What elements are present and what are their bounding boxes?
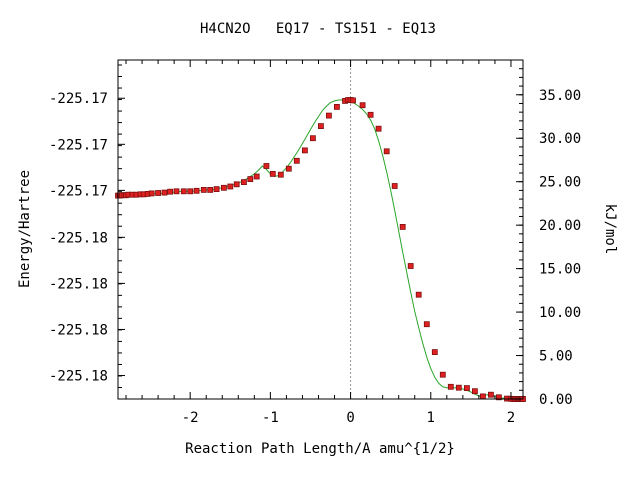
- plot-frame: [117, 59, 524, 400]
- y-axis-right-label: kJ/mol: [602, 204, 618, 255]
- data-point: [471, 388, 478, 395]
- data-point: [148, 190, 155, 197]
- data-point: [207, 186, 214, 193]
- x-tick-label: 0: [346, 410, 354, 426]
- data-point: [317, 123, 324, 129]
- data-point: [423, 321, 430, 328]
- y-left-tick-label: -225.17: [49, 137, 108, 153]
- y-left-tick-label: -225.17: [49, 91, 108, 107]
- data-point: [187, 188, 194, 195]
- data-point: [367, 111, 374, 118]
- x-tick-label: 2: [507, 410, 515, 426]
- energy-curve: [118, 99, 523, 400]
- y-left-tick-label: -225.18: [49, 322, 108, 338]
- data-point: [193, 187, 200, 194]
- data-point: [253, 173, 260, 180]
- data-point: [161, 189, 168, 196]
- data-point: [431, 349, 438, 356]
- y-right-tick-label: 10.00: [539, 305, 581, 321]
- data-point: [233, 181, 240, 188]
- data-point: [455, 384, 462, 391]
- axes: -2 -1 0 1 2 -225.17 -225.17 -225.17 -225.18 -225.…: [49, 59, 581, 426]
- y-right-tick-label: 5.00: [539, 349, 573, 365]
- y-left-tick-label: -225.17: [49, 183, 108, 199]
- y-axis-left-label: Energy/Hartree: [17, 170, 33, 288]
- data-point: [213, 186, 220, 193]
- data-point: [269, 170, 276, 177]
- y-right-tick-label: 25.00: [539, 175, 581, 191]
- plot-area: [115, 60, 526, 402]
- y-right-tick-label: 35.00: [539, 88, 581, 104]
- data-point: [155, 190, 162, 196]
- data-point: [293, 157, 300, 164]
- y-right-tick-label: 30.00: [539, 131, 581, 147]
- data-point: [173, 188, 180, 195]
- data-point: [407, 263, 414, 269]
- data-point: [359, 102, 366, 109]
- data-point: [167, 188, 174, 195]
- y-left-tick-label: -225.18: [49, 276, 108, 292]
- data-point: [301, 147, 308, 154]
- data-point: [200, 186, 207, 193]
- data-point: [350, 97, 356, 104]
- x-tick-label: -1: [262, 410, 279, 426]
- x-axis-label: Reaction Path Length/A amu^{1/2}: [185, 441, 455, 457]
- data-point: [333, 104, 340, 110]
- data-point: [383, 148, 390, 155]
- data-point: [375, 125, 382, 132]
- data-point: [415, 291, 422, 298]
- y-right-tick-label: 20.00: [539, 218, 581, 234]
- data-point: [439, 371, 446, 378]
- y-right-tick-label: 15.00: [539, 262, 581, 278]
- data-point: [277, 171, 284, 178]
- data-point: [447, 383, 454, 390]
- data-point: [220, 184, 227, 191]
- data-point: [180, 188, 187, 195]
- data-point: [479, 393, 486, 400]
- y-right-tick-label: 0.00: [539, 392, 573, 408]
- data-point: [325, 112, 332, 119]
- data-point: [463, 385, 470, 392]
- data-point: [247, 176, 254, 183]
- data-point: [487, 391, 494, 398]
- x-tick-label: 1: [427, 410, 435, 426]
- y-left-tick-label: -225.18: [49, 230, 108, 246]
- data-point: [227, 183, 234, 190]
- data-point: [263, 163, 270, 169]
- data-point: [391, 183, 398, 189]
- data-point: [399, 223, 406, 230]
- chart-title: H4CN2O EQ17 - TS151 - EQ13: [200, 21, 436, 37]
- data-point: [240, 179, 247, 186]
- data-point: [495, 394, 502, 401]
- x-tick-label: -2: [182, 410, 199, 426]
- y-left-tick-label: -225.18: [49, 369, 108, 385]
- data-point: [285, 165, 292, 172]
- data-point: [309, 135, 316, 142]
